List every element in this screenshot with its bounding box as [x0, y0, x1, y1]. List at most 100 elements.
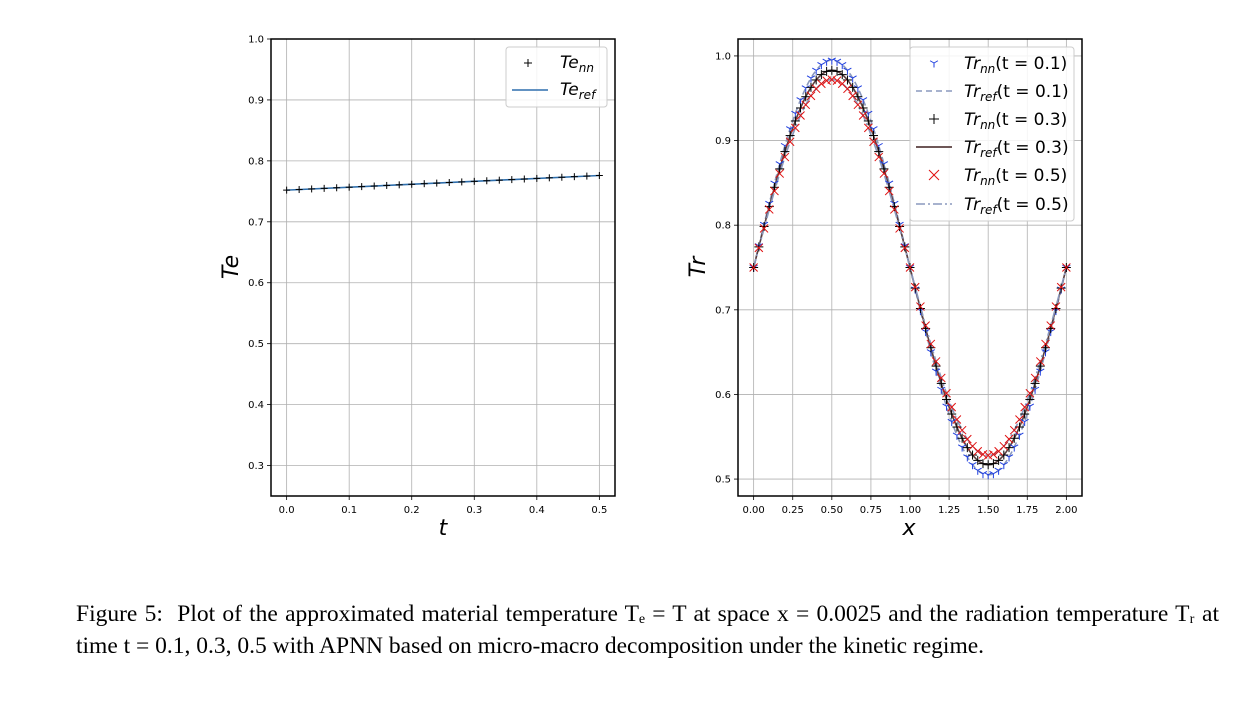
tr-nn-marker-t05	[843, 84, 852, 94]
tr-nn-marker-t05	[947, 402, 957, 412]
tr-nn-marker-t03	[1009, 433, 1019, 443]
te-nn-marker	[583, 172, 591, 180]
tr-y-tick-label: 0.5	[715, 475, 731, 486]
figure-caption: Figure 5: Plot of the approximated mater…	[76, 598, 1219, 662]
caption-text: Plot of the approximated material temper…	[76, 601, 1219, 659]
tr-nn-marker-t03	[947, 409, 957, 419]
te-y-tick-label: 0.5	[248, 339, 264, 350]
tr-nn-marker-t05	[853, 100, 863, 110]
tr-nn-marker-t05	[1020, 402, 1030, 412]
tr-nn-marker-t05	[1046, 321, 1056, 330]
te-x-tick-label: 0.2	[404, 505, 420, 516]
tr-nn-marker-t05	[962, 434, 972, 444]
tr-x-tick-label: 1.25	[938, 505, 960, 516]
tr-nn-marker-t05	[936, 373, 946, 383]
legend-label-t01-ref: Trref(t = 0.1)	[964, 82, 1069, 104]
tr-nn-marker-t03	[790, 116, 800, 126]
tr-x-tick-label: 0.00	[743, 505, 765, 516]
tr-nn-marker-t01	[931, 368, 941, 376]
tr-nn-marker-t05	[874, 152, 884, 162]
te-nn-marker	[458, 178, 466, 186]
tr-x-tick-label: 0.75	[860, 505, 882, 516]
legend-label-t03-ref: Trref(t = 0.3)	[964, 138, 1069, 160]
tr-nn-marker-t01	[843, 67, 852, 75]
te-y-tick-label: 0.3	[248, 461, 264, 472]
te-legend-box	[505, 46, 608, 108]
tr-nn-marker-t03	[973, 455, 983, 465]
tr-nn-marker-t03	[978, 459, 988, 469]
legend-marker-t03-nn	[929, 114, 939, 124]
tr-nn-marker-t05	[884, 186, 894, 196]
tr-nn-marker-t01	[806, 75, 816, 83]
tr-nn-marker-t05	[764, 205, 774, 214]
tr-ticks: 0.00 0.25 0.50 0.75 1.00 1.25 1.50 1.75 2.00 0.5 0…	[715, 51, 1077, 516]
tr-nn-marker-t03	[869, 131, 879, 141]
tr-y-tick-label: 0.6	[715, 390, 731, 401]
tr-nn-marker-t03	[884, 182, 894, 192]
te-nn-marker	[433, 179, 441, 187]
tr-nn-marker-t03	[759, 222, 769, 232]
tr-nn-marker-t03	[853, 92, 863, 102]
te-nn-marker	[495, 176, 503, 184]
tr-nn-marker-t03	[1004, 443, 1014, 453]
tr-nn-marker-t03	[957, 433, 967, 443]
tr-nn-marker-t03	[988, 459, 998, 469]
tr-nn-marker-t05	[900, 243, 910, 253]
tr-nn-marker-t05	[1030, 373, 1040, 383]
te-nn-marker	[333, 184, 341, 192]
tr-nn-marker-t05	[749, 263, 758, 272]
tr-nn-marker-t01	[942, 403, 951, 411]
tr-nn-marker-t01	[989, 471, 998, 479]
tr-nn-marker-t05	[942, 388, 951, 398]
te-plot-area	[271, 39, 615, 496]
tr-nn-marker-t03	[842, 75, 852, 85]
tr-nn-marker-t03	[858, 103, 868, 113]
tr-nn-marker-t03	[811, 75, 821, 85]
te-y-tick-label: 0.8	[248, 156, 264, 167]
legend-marker-t01-nn	[929, 60, 939, 68]
te-nn-marker	[295, 186, 303, 194]
tr-nn-marker-t03	[900, 242, 910, 252]
te-nn-marker	[558, 173, 566, 181]
tr-x-tick-label: 1.00	[899, 505, 921, 516]
tr-nn-marker-t05	[931, 357, 941, 366]
tr-nn-marker-t03	[754, 242, 764, 252]
tr-nn-marker-t03	[952, 422, 962, 432]
tr-nn-marker-t01	[973, 467, 982, 475]
te-plot: 0.0 0.1 0.2 0.3 0.4 0.5 0.3 0.4 0.5 0.6 0.7 0.8 0.9 1…	[219, 35, 616, 541]
tr-nn-marker-t01	[801, 85, 810, 93]
tr-nn-marker-t01	[947, 418, 956, 427]
te-nn-marker	[595, 171, 603, 179]
tr-nn-marker-t01	[926, 349, 936, 357]
tr-nn-marker-t05	[926, 339, 936, 349]
tr-y-tick-label: 0.8	[715, 221, 731, 232]
tr-nn-marker-t01	[1030, 386, 1040, 394]
tr-nn-marker-t05	[827, 75, 837, 84]
tr-nn-marker-t03	[994, 455, 1004, 465]
tr-nn-marker-t03	[785, 131, 795, 141]
te-nn-marker	[383, 181, 391, 189]
legend-label-t05-ref: Trref(t = 0.5)	[964, 195, 1069, 217]
tr-nn-marker-t05	[1004, 434, 1014, 444]
tr-nn-marker-t05	[921, 321, 930, 330]
tr-nn-marker-t05	[863, 123, 873, 133]
tr-nn-marker-t05	[999, 441, 1009, 451]
tr-nn-marker-t01	[1041, 349, 1050, 357]
tr-nn-marker-t01	[1036, 368, 1045, 376]
tr-nn-marker-t01	[817, 62, 826, 70]
tr-nn-marker-t05	[806, 91, 816, 101]
tr-x-tick-label: 2.00	[1055, 505, 1077, 516]
tr-x-axis-label: x	[901, 516, 916, 541]
tr-nn-marker-t05	[952, 415, 962, 424]
te-y-axis-label: Te	[219, 255, 244, 279]
tr-nn-marker-t03	[780, 147, 790, 157]
legend-label-t01-nn: Trnn(t = 0.1)	[964, 54, 1067, 76]
tr-nn-marker-t03	[863, 116, 873, 126]
tr-nn-marker-t01	[968, 462, 977, 470]
tr-nn-marker-t05	[801, 100, 811, 110]
tr-nn-marker-t01	[838, 62, 847, 70]
tr-nn-marker-t05	[770, 186, 779, 196]
te-y-tick-label: 0.7	[248, 217, 264, 228]
tr-nn-marker-t01	[937, 386, 946, 394]
tr-nn-marker-t05	[858, 111, 868, 120]
